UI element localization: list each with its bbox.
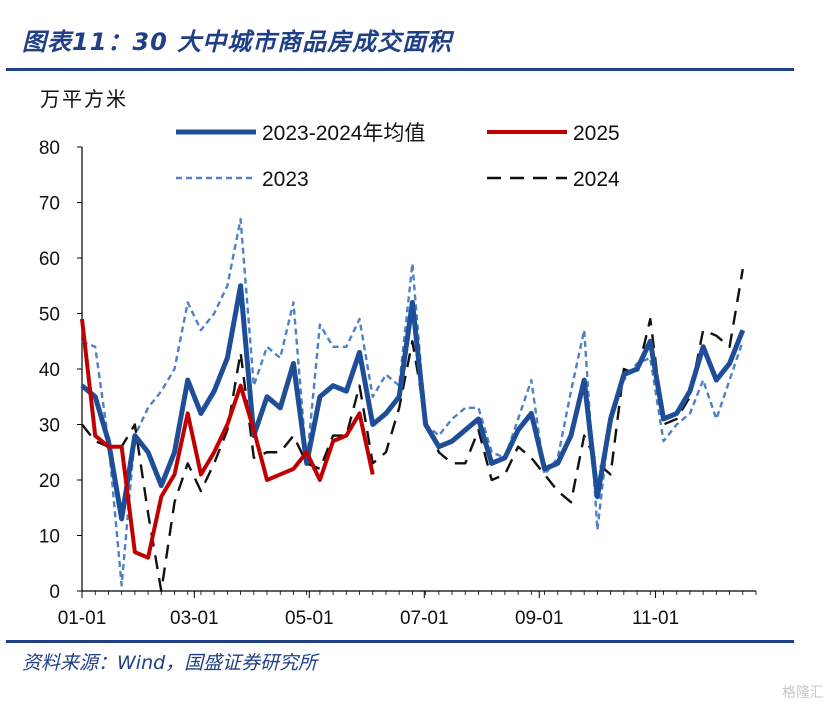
legend-label: 2025 [573,122,620,145]
y-tick-label: 70 [39,194,60,215]
watermark: 格隆汇 [782,685,824,701]
x-tick-label: 01-01 [58,608,107,629]
source-rule [6,640,794,643]
series-line-2024 [81,268,744,593]
series-line-2025 [80,318,375,560]
x-tick-label: 07-01 [400,608,449,629]
legend-label: 2024 [573,168,620,191]
y-tick-label: 30 [39,416,60,437]
x-tick-label: 11-01 [632,608,679,629]
series-lines [80,217,746,593]
axes: 0 10 20 30 40 50 60 70 80 01-01 03-01 05-01 07-01 09-… [39,138,757,629]
y-tick-label: 80 [39,138,60,159]
series-line-2023 [81,217,744,587]
legend: 2023-2024年均值 2025 2023 2024 [176,122,620,191]
y-axis-label: 万平方米 [40,87,128,111]
x-tick-label: 09-01 [515,608,564,629]
series-line-2023-2024年均值 [80,283,746,522]
x-tick-label: 03-01 [170,608,219,629]
legend-label: 2023-2024年均值 [262,122,425,145]
legend-label: 2023 [262,168,309,191]
x-tick-label: 05-01 [285,608,334,629]
figure-title: 图表11：30 大中城市商品房成交面积 [22,28,453,56]
y-tick-label: 40 [39,360,60,381]
source-note: 资料来源：Wind，国盛证券研究所 [22,652,318,674]
y-tick-label: 50 [39,305,60,326]
y-tick-label: 20 [39,471,60,492]
y-tick-label: 10 [39,527,60,548]
title-rule [6,68,794,71]
y-tick-label: 60 [39,249,60,270]
y-tick-label: 0 [49,582,60,603]
